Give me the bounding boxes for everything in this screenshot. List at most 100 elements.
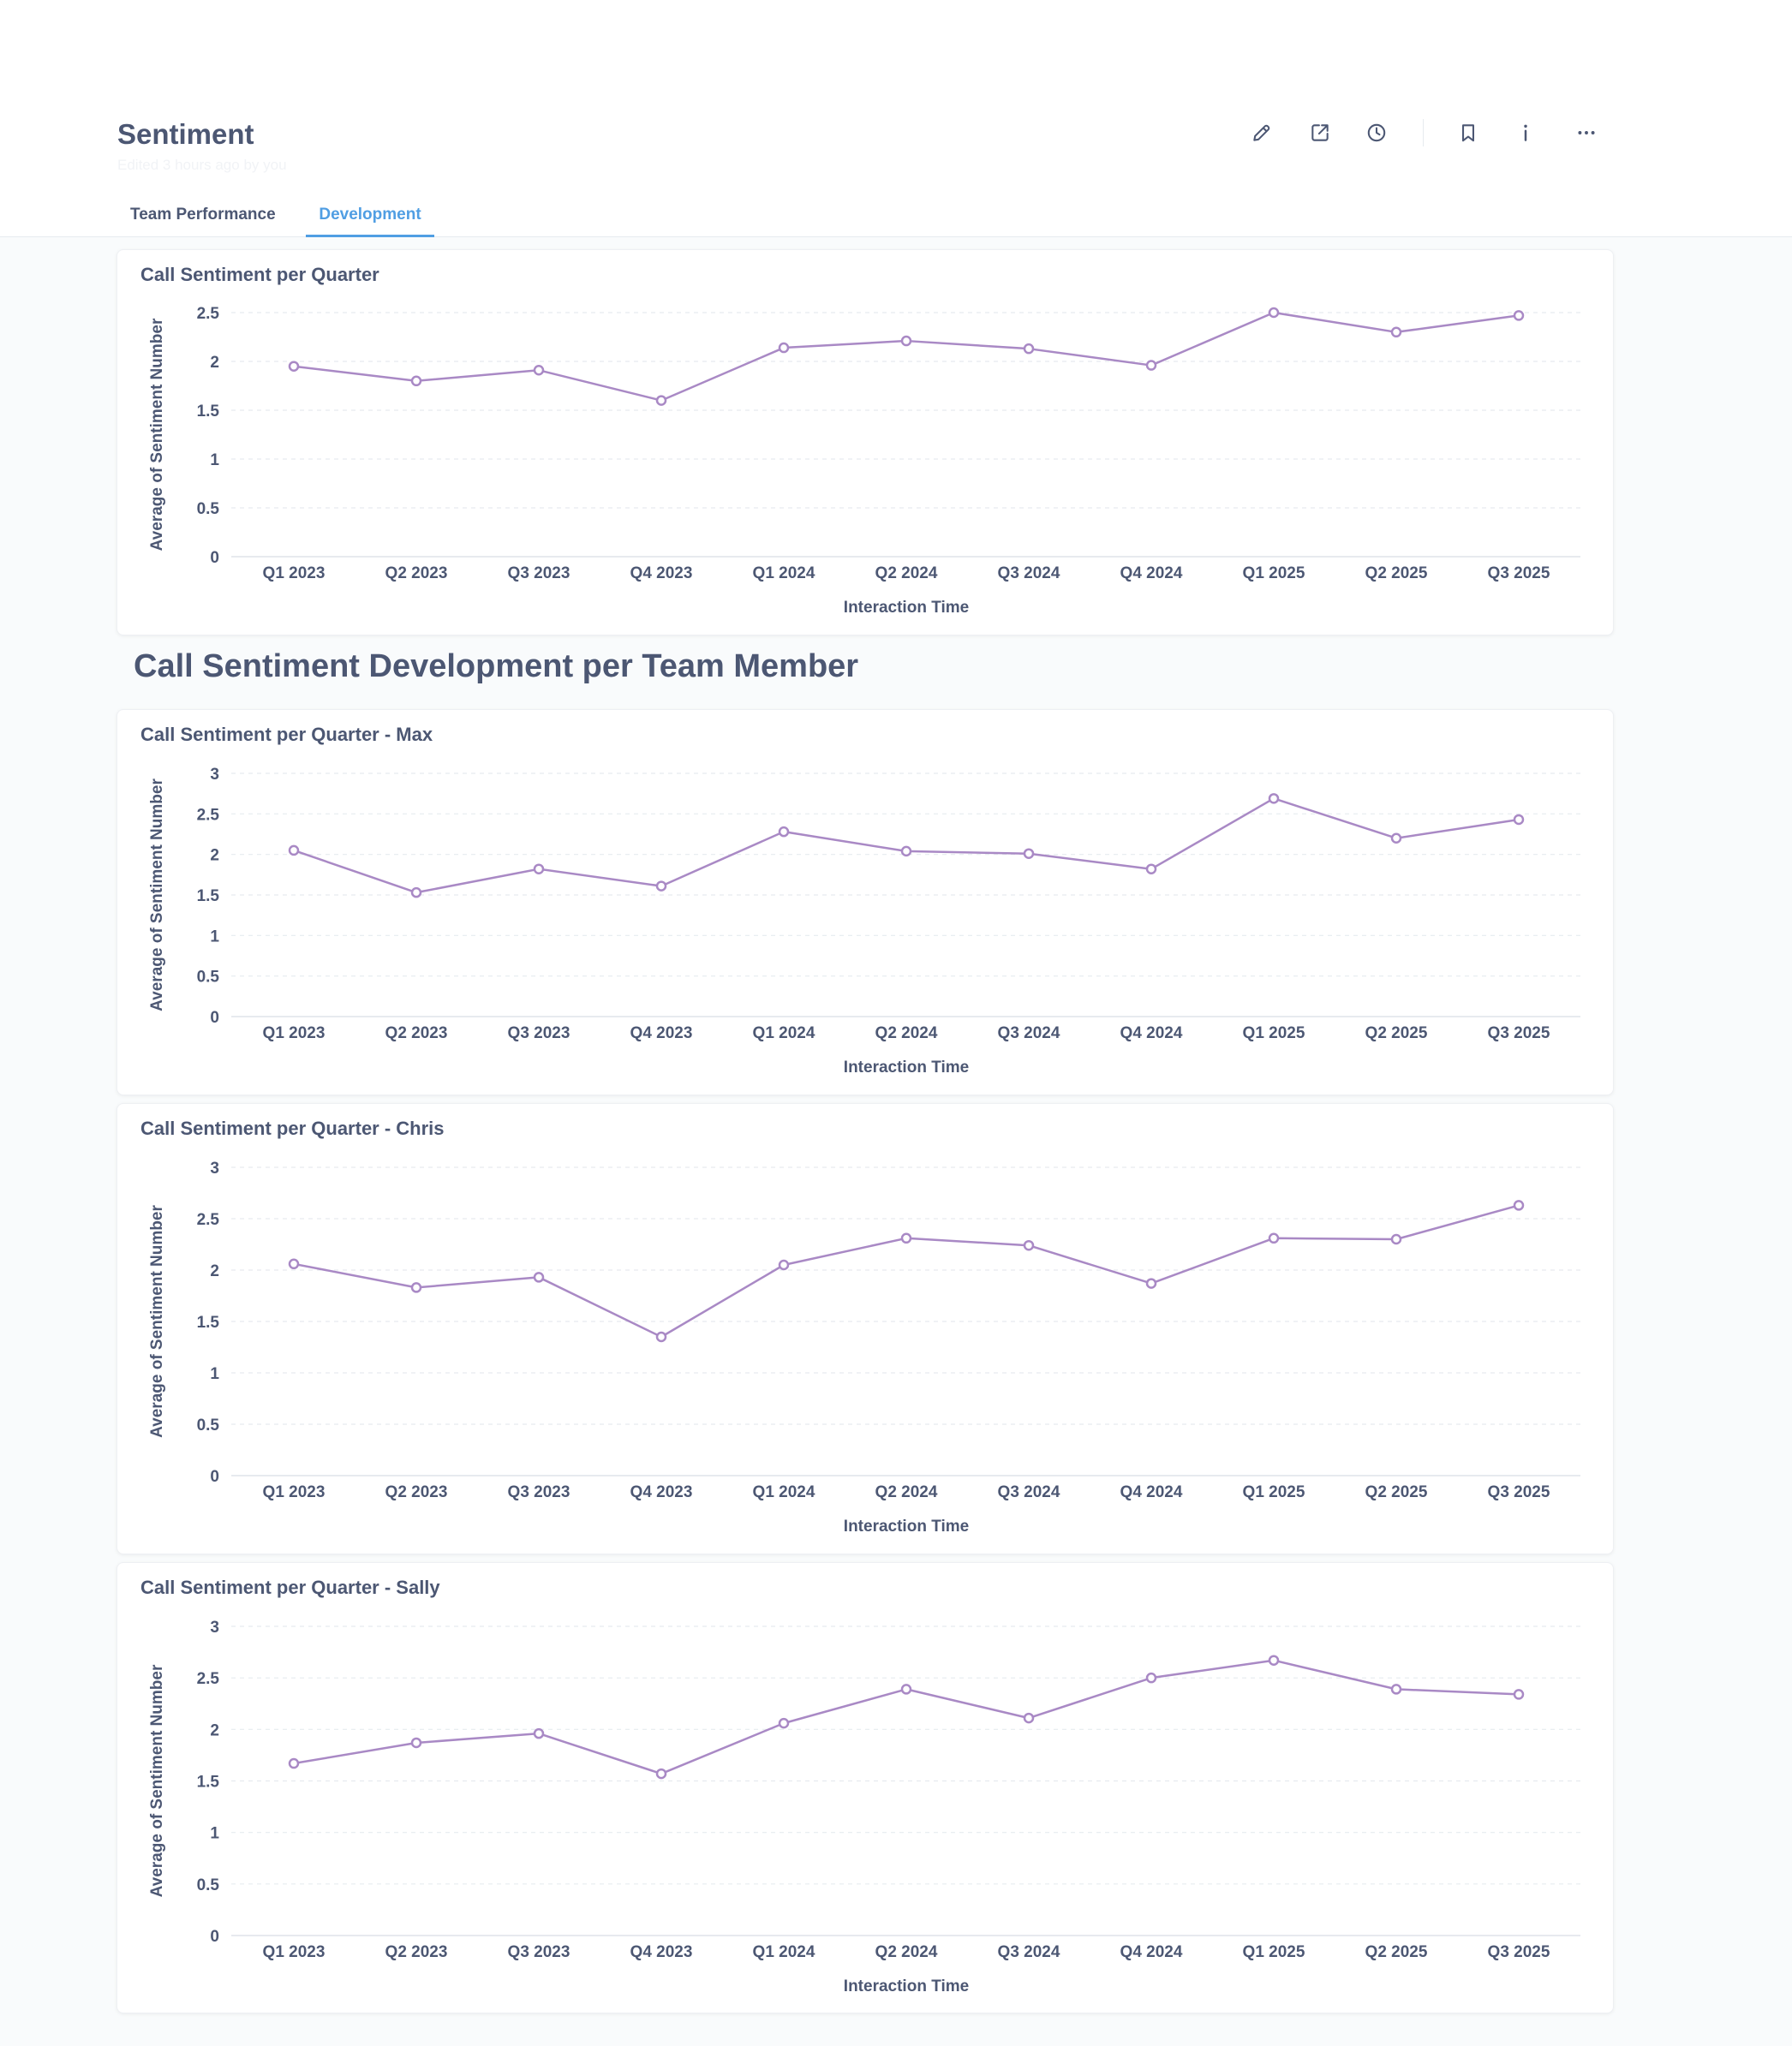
x-tick-label: Q4 2024 <box>1120 1943 1183 1961</box>
y-tick-label: 2.5 <box>197 806 220 824</box>
more-button[interactable] <box>1569 116 1604 150</box>
data-point <box>410 375 422 387</box>
x-tick-label: Q1 2023 <box>263 564 326 582</box>
data-point <box>533 1272 545 1283</box>
x-tick-label: Q2 2025 <box>1365 1943 1428 1961</box>
x-axis-title: Interaction Time <box>844 1518 969 1536</box>
y-tick-label: 1 <box>210 451 219 469</box>
x-tick-label: Q2 2024 <box>875 1483 938 1501</box>
data-point <box>1023 1239 1035 1251</box>
y-tick-label: 1 <box>210 928 219 945</box>
y-tick-label: 1.5 <box>197 403 220 421</box>
y-tick-label: 1.5 <box>197 887 220 905</box>
data-point <box>1268 793 1280 804</box>
data-point <box>900 1684 912 1695</box>
data-point <box>288 1258 300 1270</box>
info-button[interactable] <box>1508 116 1543 150</box>
data-point <box>655 1768 667 1780</box>
clock-icon <box>1367 123 1386 142</box>
data-point <box>410 1282 422 1293</box>
data-point <box>1513 1689 1525 1700</box>
y-axis-title: Average of Sentiment Number <box>148 1664 166 1897</box>
data-point <box>1390 1233 1402 1245</box>
share-button[interactable] <box>1303 116 1337 150</box>
data-point <box>288 1757 300 1769</box>
tab-team-performance[interactable]: Team Performance <box>130 206 276 224</box>
x-tick-label: Q1 2024 <box>753 1483 815 1501</box>
dashboard-toolbar <box>0 116 1792 150</box>
x-tick-label: Q2 2024 <box>875 1943 938 1961</box>
chart-title[interactable]: Call Sentiment per Quarter - Chris <box>140 1118 445 1139</box>
chart-card-chris: Call Sentiment per Quarter - Chris 0 0.5 1… <box>116 1103 1614 1554</box>
x-tick-label: Q4 2023 <box>630 564 693 582</box>
history-button[interactable] <box>1359 116 1394 150</box>
x-axis-title: Interaction Time <box>844 1977 969 1995</box>
data-point <box>655 880 667 892</box>
bookmark-icon <box>1462 124 1474 142</box>
data-point <box>1145 1672 1157 1684</box>
x-tick-label: Q1 2023 <box>263 1024 326 1042</box>
data-point <box>533 365 545 376</box>
x-axis-title: Interaction Time <box>844 599 969 617</box>
data-point <box>1145 360 1157 371</box>
x-tick-label: Q3 2023 <box>508 1483 570 1501</box>
x-tick-label: Q1 2025 <box>1243 564 1305 582</box>
data-point <box>1145 863 1157 874</box>
x-tick-label: Q2 2024 <box>875 564 938 582</box>
y-tick-label: 0.5 <box>197 1417 220 1435</box>
edit-button[interactable] <box>1245 116 1279 150</box>
data-point <box>778 1259 790 1271</box>
x-tick-label: Q1 2024 <box>753 1943 815 1961</box>
x-tick-label: Q3 2024 <box>998 564 1060 582</box>
data-point <box>533 863 545 874</box>
y-tick-label: 3 <box>210 1619 219 1637</box>
chart-card-overall: Call Sentiment per Quarter 0 0.5 1 1.5 2 2.5 Q… <box>116 249 1614 635</box>
y-tick-label: 0.5 <box>197 969 220 987</box>
y-tick-label: 2 <box>210 354 219 372</box>
x-axis-title: Interaction Time <box>844 1059 969 1077</box>
y-tick-label: 2 <box>210 1262 219 1280</box>
x-tick-label: Q2 2023 <box>385 1483 448 1501</box>
edited-note: Edited 3 hours ago by you <box>117 157 287 173</box>
data-point <box>900 1232 912 1244</box>
y-tick-label: 0 <box>210 549 219 567</box>
series-line <box>293 1659 1520 1775</box>
x-tick-label: Q1 2025 <box>1243 1024 1305 1042</box>
series-line <box>293 797 1520 894</box>
x-tick-label: Q2 2023 <box>385 1943 448 1961</box>
data-point <box>1023 343 1035 355</box>
y-tick-label: 3 <box>210 766 219 784</box>
chart-title[interactable]: Call Sentiment per Quarter <box>140 264 379 285</box>
y-tick-label: 0.5 <box>197 500 220 518</box>
x-tick-label: Q1 2023 <box>263 1483 326 1501</box>
x-tick-label: Q3 2025 <box>1488 1024 1550 1042</box>
x-tick-label: Q1 2024 <box>753 564 815 582</box>
y-tick-label: 1.5 <box>197 1314 220 1332</box>
line-chart-max: 0 0.5 1 1.5 2 2.5 3 Q1 2023 Q2 2023 Q3 2023 Q4 202… <box>148 766 1580 1077</box>
y-tick-label: 1 <box>210 1825 219 1843</box>
x-tick-label: Q3 2023 <box>508 564 570 582</box>
y-tick-label: 2 <box>210 847 219 865</box>
x-tick-label: Q3 2024 <box>998 1024 1060 1042</box>
x-tick-label: Q4 2024 <box>1120 564 1183 582</box>
y-tick-label: 2.5 <box>197 1670 220 1688</box>
chart-card-sally: Call Sentiment per Quarter - Sally 0 0.5 1… <box>116 1562 1614 2013</box>
chart-card-max: Call Sentiment per Quarter - Max 0 0.5 1 1.… <box>116 709 1614 1095</box>
data-point <box>288 844 300 856</box>
data-point <box>1268 1232 1280 1244</box>
chart-title[interactable]: Call Sentiment per Quarter - Max <box>140 724 433 745</box>
more-icon <box>1578 131 1595 134</box>
x-tick-label: Q3 2024 <box>998 1483 1060 1501</box>
y-tick-label: 1.5 <box>197 1774 220 1792</box>
tab-development[interactable]: Development <box>306 195 434 237</box>
chart-title[interactable]: Call Sentiment per Quarter - Sally <box>140 1577 440 1598</box>
x-tick-label: Q2 2025 <box>1365 564 1428 582</box>
x-tick-label: Q4 2023 <box>630 1483 693 1501</box>
share-icon <box>1311 124 1329 141</box>
y-tick-label: 1 <box>210 1365 219 1383</box>
section-heading: Call Sentiment Development per Team Memb… <box>134 648 859 684</box>
data-point <box>1390 832 1402 844</box>
y-tick-label: 2.5 <box>197 305 220 323</box>
line-chart-chris: 0 0.5 1 1.5 2 2.5 3 Q1 2023 Q2 2023 Q3 2023 Q4 202… <box>148 1160 1580 1536</box>
bookmark-button[interactable] <box>1451 116 1485 150</box>
